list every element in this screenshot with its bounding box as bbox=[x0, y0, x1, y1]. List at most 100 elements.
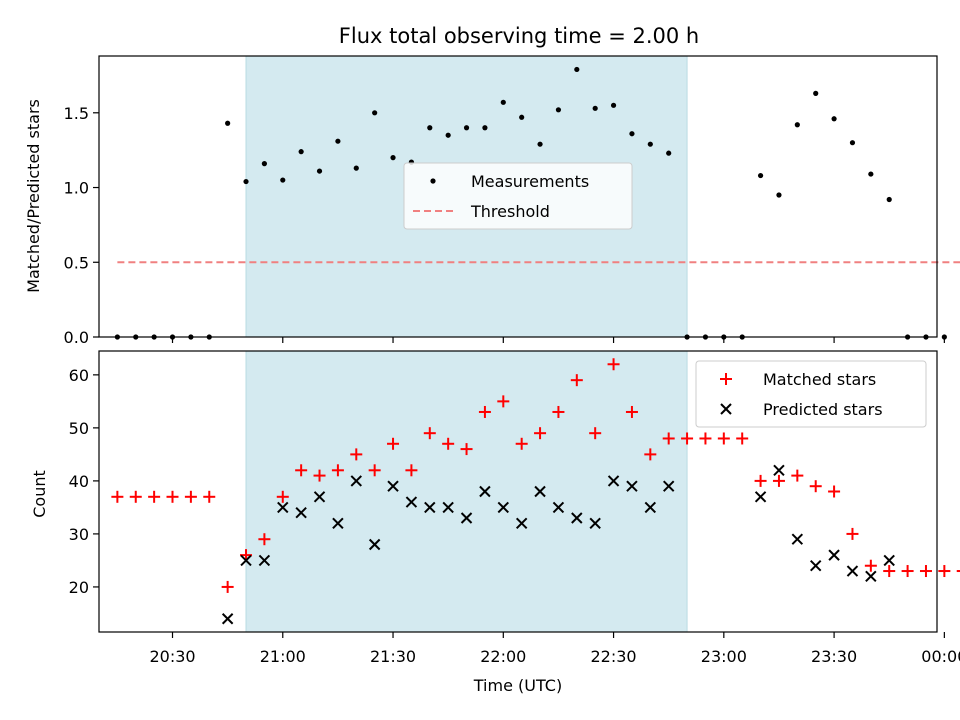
matched-star-point bbox=[883, 565, 896, 578]
matched-star-point bbox=[350, 448, 363, 461]
measurement-point bbox=[519, 114, 525, 120]
measurement-point bbox=[316, 168, 323, 174]
top-axes-frame bbox=[98, 55, 938, 338]
matched-star-point bbox=[919, 565, 932, 578]
bottom-axes-frame bbox=[98, 350, 938, 633]
predicted-star-point bbox=[571, 512, 583, 524]
legend-predicted-stars: Predicted stars bbox=[763, 400, 883, 419]
chart-title: Flux total observing time = 2.00 h bbox=[339, 24, 699, 48]
predicted-star-point bbox=[846, 565, 859, 577]
predicted-star-point bbox=[240, 554, 252, 567]
matched-star-point bbox=[423, 427, 436, 440]
matched-star-point bbox=[313, 469, 326, 482]
predicted-star-point bbox=[754, 491, 767, 503]
measurement-point bbox=[261, 161, 267, 167]
bottom-x-tick-label: 00:00 bbox=[921, 647, 960, 666]
matched-star-point bbox=[754, 474, 767, 487]
bottom-y-axis-label: Count bbox=[30, 470, 49, 518]
matched-star-point bbox=[148, 490, 161, 503]
predicted-star-point bbox=[332, 517, 344, 530]
measurement-point bbox=[225, 120, 231, 126]
bottom-y-tick-label: 50 bbox=[69, 419, 89, 438]
bottom-x-tick-label: 23:00 bbox=[701, 647, 747, 666]
measurement-point bbox=[849, 140, 856, 146]
measurement-point bbox=[482, 125, 488, 131]
matched-star-point bbox=[405, 464, 418, 477]
bottom-x-tick-label: 22:00 bbox=[480, 647, 526, 666]
measurement-points bbox=[114, 66, 947, 340]
bottom-x-tick-label: 21:00 bbox=[260, 647, 306, 666]
matched-star-point bbox=[258, 533, 271, 546]
measurement-point bbox=[555, 107, 562, 113]
predicted-star-point bbox=[387, 480, 399, 492]
top-panel: 0.0 0.5 1.0 1.5 Matched/Predicted stars Mea… bbox=[24, 55, 960, 347]
measurement-point bbox=[390, 155, 396, 161]
predicted-star-point bbox=[258, 554, 271, 567]
matched-star-point bbox=[662, 432, 675, 445]
legend-threshold: Threshold bbox=[470, 202, 550, 221]
top-y-tick-label: 1.5 bbox=[64, 104, 89, 123]
measurement-point bbox=[372, 110, 378, 116]
predicted-star-point bbox=[552, 501, 565, 514]
matched-star-point bbox=[828, 485, 841, 498]
measurement-point bbox=[886, 196, 892, 203]
predicted-star-point bbox=[644, 501, 657, 514]
measurement-point bbox=[574, 66, 580, 73]
predicted-star-point bbox=[515, 517, 528, 530]
predicted-star-point bbox=[424, 501, 436, 514]
predicted-star-point bbox=[442, 501, 454, 514]
bottom-x-tick-label: 20:30 bbox=[149, 647, 195, 666]
predicted-star-point bbox=[626, 480, 638, 492]
predicted-star-point bbox=[295, 507, 307, 519]
predicted-star-point bbox=[497, 501, 510, 514]
matched-star-point bbox=[478, 405, 491, 418]
predicted-star-point bbox=[534, 485, 546, 498]
measurement-point bbox=[666, 150, 672, 156]
predicted-star-point bbox=[883, 554, 895, 567]
matched-star-point bbox=[368, 464, 381, 477]
bottom-y-ticks: 20 30 40 50 60 bbox=[69, 366, 99, 597]
matched-star-point bbox=[221, 580, 234, 593]
measurement-point bbox=[463, 125, 470, 131]
predicted-star-point bbox=[277, 501, 289, 514]
matched-star-point bbox=[772, 474, 785, 487]
bottom-panel: 20 30 40 50 60 20:30 21:00 21:30 22:00 22:30 23:0… bbox=[30, 350, 960, 695]
measurement-point bbox=[353, 165, 359, 171]
predicted-star-point bbox=[828, 549, 840, 561]
matched-stars-points bbox=[111, 358, 960, 593]
top-y-tick-label: 0.5 bbox=[64, 253, 89, 272]
matched-star-point bbox=[846, 527, 859, 540]
measurement-point bbox=[794, 122, 800, 128]
measurement-point bbox=[280, 177, 286, 183]
bottom-x-ticks: 20:30 21:00 21:30 22:00 22:30 23:00 23:30 00:00 bbox=[149, 632, 960, 666]
matched-star-point bbox=[295, 464, 308, 477]
bottom-y-tick-label: 30 bbox=[69, 525, 89, 544]
bottom-y-tick-label: 20 bbox=[69, 578, 89, 597]
predicted-star-point bbox=[662, 480, 675, 492]
matched-star-point bbox=[129, 490, 142, 503]
measurement-point bbox=[831, 116, 837, 122]
matched-star-point bbox=[534, 427, 547, 440]
measurement-point bbox=[941, 334, 947, 340]
matched-star-point bbox=[442, 437, 455, 450]
measurement-point bbox=[427, 125, 433, 131]
predicted-star-point bbox=[773, 464, 785, 476]
legend-measurement-marker bbox=[430, 178, 436, 184]
x-axis-label: Time (UTC) bbox=[473, 676, 562, 695]
matched-star-point bbox=[791, 469, 804, 482]
matched-star-point bbox=[681, 432, 694, 445]
matched-star-point bbox=[699, 432, 712, 445]
matched-star-point bbox=[276, 490, 289, 503]
measurement-point bbox=[757, 172, 764, 179]
bottom-y-tick-label: 40 bbox=[69, 472, 89, 491]
predicted-star-point bbox=[460, 512, 473, 524]
matched-star-point bbox=[331, 464, 344, 477]
predicted-star-point bbox=[865, 570, 877, 583]
bottom-y-tick-label: 60 bbox=[69, 366, 89, 385]
matched-star-point bbox=[864, 559, 877, 572]
top-y-tick-label: 1.0 bbox=[64, 179, 89, 198]
legend-predicted-marker bbox=[720, 403, 732, 415]
bottom-x-tick-label: 21:30 bbox=[370, 647, 416, 666]
measurement-point bbox=[335, 138, 341, 144]
